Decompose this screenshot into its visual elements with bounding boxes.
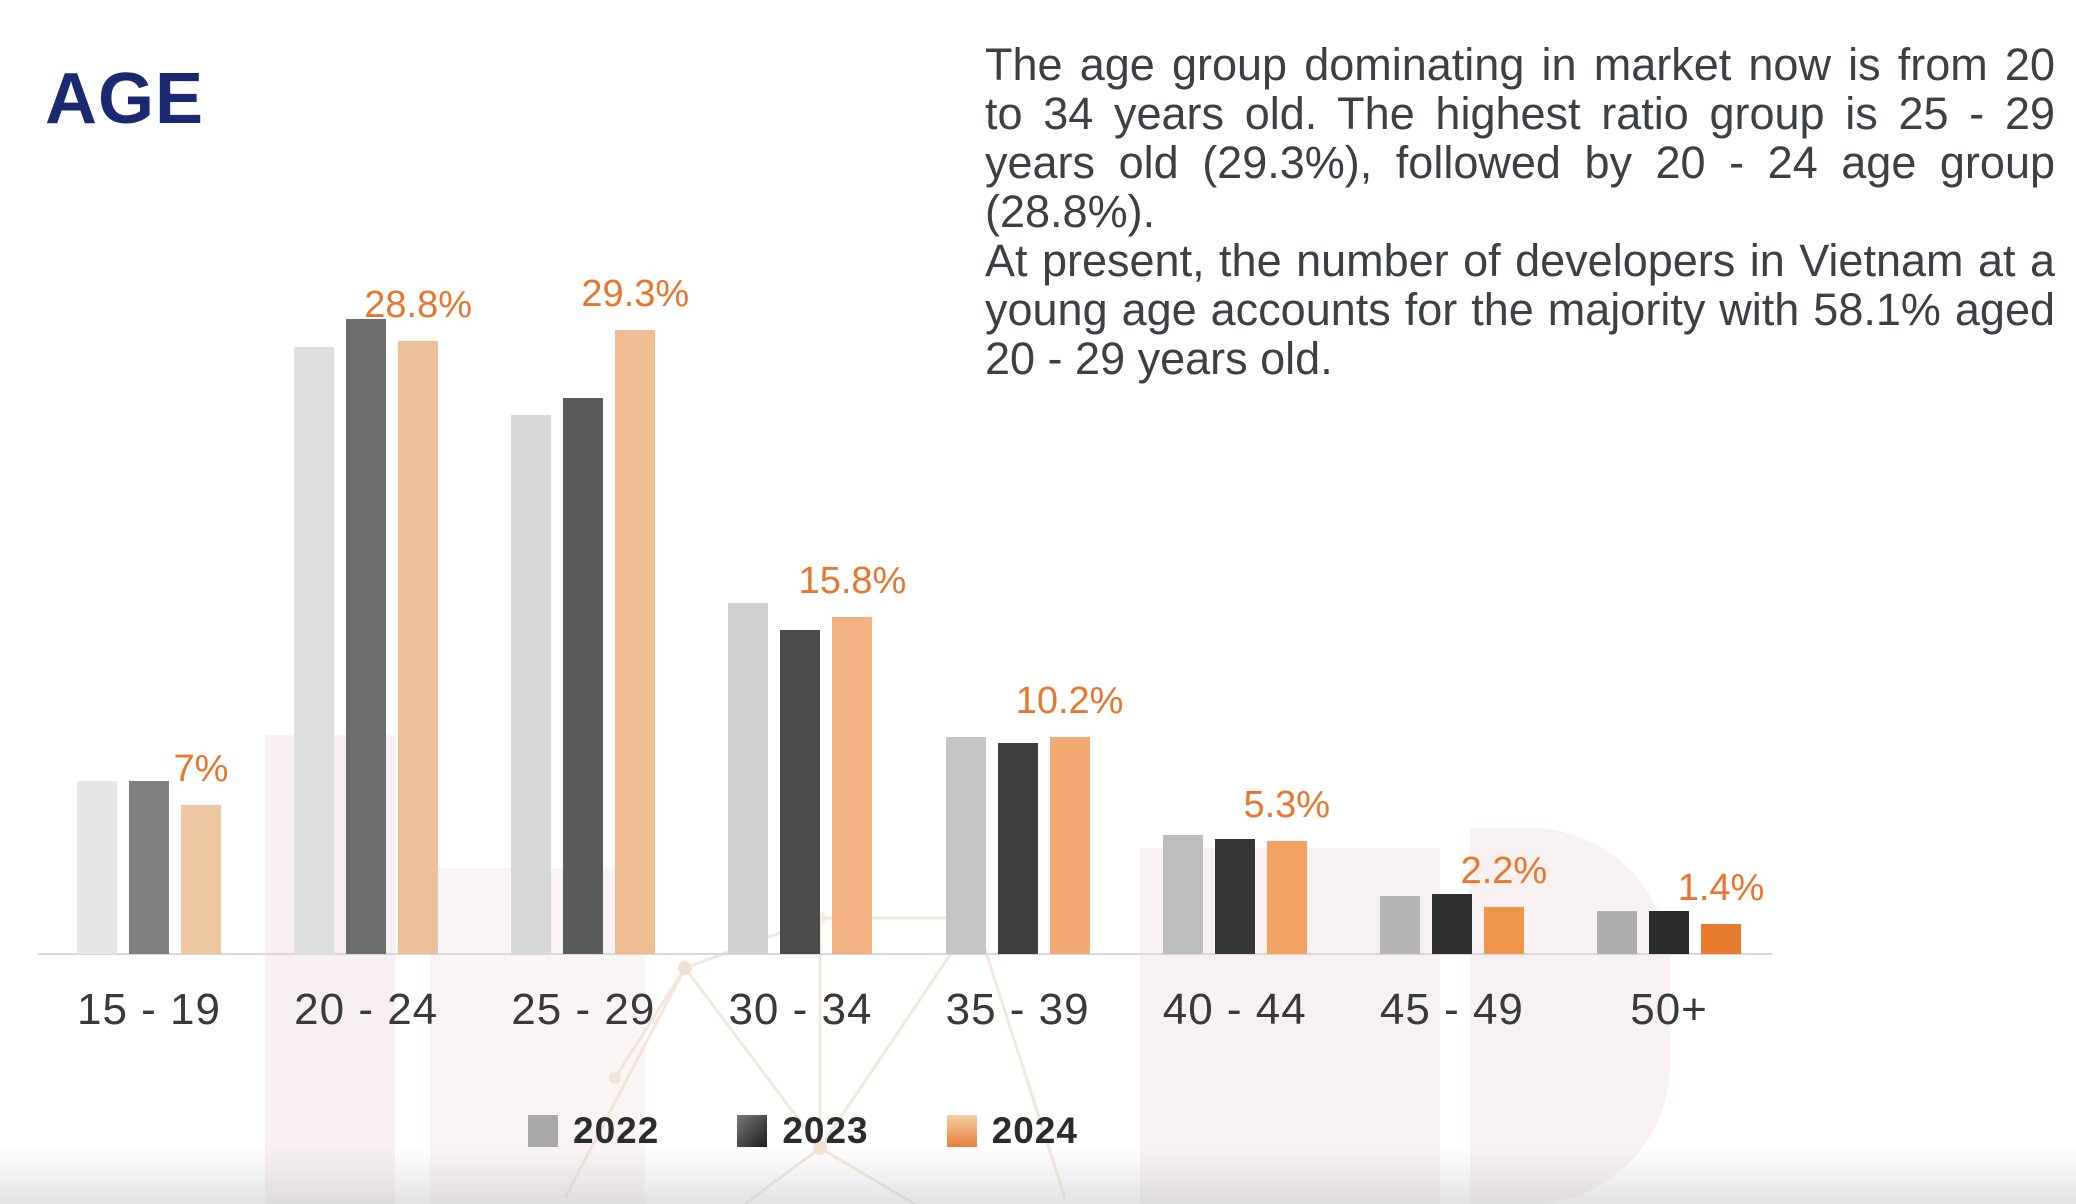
bar-2022-30-34 [728, 603, 769, 954]
bar-2023-50+ [1649, 911, 1690, 954]
legend-label-2022: 2022 [573, 1110, 660, 1151]
bar-2022-20-24 [294, 347, 335, 954]
bar-2024-45-49 [1483, 907, 1524, 954]
bar-2024-40-44 [1266, 841, 1307, 954]
description-paragraph-2: At present, the number of developers in … [985, 235, 2055, 384]
value-label-40-44: 5.3% [1243, 784, 1331, 826]
bar-2022-35-39 [945, 737, 986, 954]
bar-2024-35-39 [1049, 737, 1090, 954]
bar-2022-50+ [1597, 911, 1638, 954]
legend-label-2024: 2024 [991, 1110, 1078, 1151]
axis-label-50+: 50+ [1630, 985, 1708, 1034]
legend-item-2023: 2023 [737, 1110, 868, 1152]
chart-legend: 2022 2023 2024 [528, 1110, 1078, 1152]
bar-2024-20-24 [398, 341, 439, 954]
legend-item-2024: 2024 [946, 1110, 1078, 1152]
value-label-45-49: 2.2% [1460, 850, 1548, 892]
axis-label-15-19: 15 - 19 [77, 985, 221, 1034]
chart-axis-line [38, 953, 1772, 955]
bar-2023-30-34 [780, 630, 821, 954]
axis-label-20-24: 20 - 24 [294, 985, 439, 1034]
bar-2022-25-29 [511, 415, 552, 954]
value-label-15-19: 7% [173, 748, 229, 790]
axis-label-35-39: 35 - 39 [945, 985, 1090, 1034]
bar-2023-15-19 [129, 781, 169, 954]
axis-label-30-34: 30 - 34 [728, 985, 873, 1034]
legend-label-2023: 2023 [782, 1110, 869, 1151]
value-label-35-39: 10.2% [1015, 680, 1124, 722]
legend-swatch-2022 [528, 1115, 558, 1147]
axis-label-45-49: 45 - 49 [1379, 985, 1524, 1034]
value-label-20-24: 28.8% [364, 284, 473, 326]
bar-2023-25-29 [563, 398, 604, 954]
bar-2022-45-49 [1379, 896, 1420, 954]
bar-2024-50+ [1701, 924, 1742, 954]
axis-label-40-44: 40 - 44 [1162, 985, 1307, 1034]
bar-2023-35-39 [997, 743, 1038, 954]
bar-2022-40-44 [1162, 835, 1203, 954]
bar-2023-45-49 [1431, 894, 1472, 954]
page-title: AGE [45, 59, 205, 139]
bar-2024-25-29 [615, 330, 656, 954]
value-label-50+: 1.4% [1677, 867, 1765, 909]
bar-2023-20-24 [346, 319, 387, 954]
value-label-30-34: 15.8% [798, 560, 907, 602]
description-block: The age group dominating in market now i… [985, 40, 2055, 383]
bar-2024-15-19 [181, 805, 221, 954]
bar-2023-40-44 [1214, 839, 1255, 954]
value-label-25-29: 29.3% [581, 273, 690, 315]
bar-2022-15-19 [77, 781, 117, 954]
legend-swatch-2023 [737, 1115, 768, 1147]
legend-swatch-2024 [946, 1115, 977, 1147]
legend-item-2022: 2022 [528, 1110, 659, 1152]
description-paragraph-1: The age group dominating in market now i… [985, 39, 2055, 237]
bar-2024-30-34 [832, 617, 873, 954]
axis-label-25-29: 25 - 29 [511, 985, 656, 1034]
